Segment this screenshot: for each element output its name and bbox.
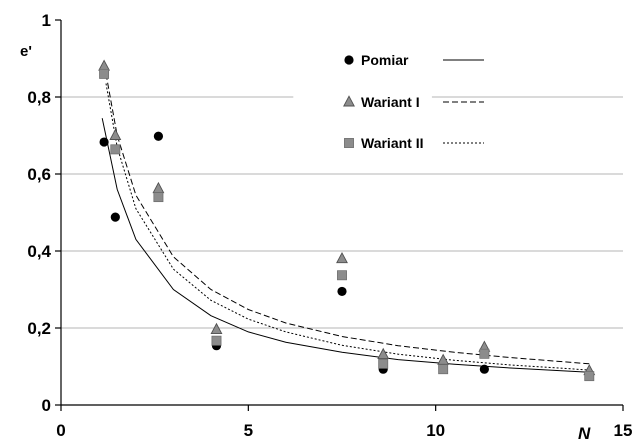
- data-point-wariant-ii: [479, 348, 490, 359]
- axes: [60, 20, 623, 406]
- x-tick-label: 10: [426, 421, 445, 440]
- data-point-wariant-ii: [584, 371, 595, 382]
- y-tick-label: 0,4: [27, 242, 51, 261]
- legend-marker-wariant-ii: [344, 138, 354, 148]
- y-tick-label: 0: [42, 396, 51, 415]
- data-point-wariant-i: [109, 128, 122, 140]
- gridlines: [61, 96, 623, 329]
- x-tick-label: 5: [244, 421, 253, 440]
- fit-curve-pomiar: [101, 118, 590, 373]
- y-axis-label: e': [20, 43, 32, 60]
- legend-marker-pomiar: [344, 55, 354, 65]
- data-point-wariant-i: [336, 251, 348, 264]
- data-markers: [98, 59, 596, 382]
- data-point-pomiar: [153, 131, 164, 141]
- data-point-wariant-ii: [337, 270, 347, 281]
- fit-curves: [101, 73, 590, 373]
- data-point-wariant-ii: [438, 364, 449, 375]
- data-point-pomiar: [99, 137, 109, 147]
- y-tick-label: 1: [42, 11, 51, 30]
- fit-curve-wariant-i: [105, 73, 590, 365]
- fit-curve-wariant-ii: [105, 83, 590, 371]
- legend-label-wariant-ii: Wariant II: [361, 135, 424, 151]
- x-axis-label: N: [578, 424, 591, 441]
- x-tick-label: 15: [614, 421, 633, 440]
- legend-label-pomiar: Pomiar: [361, 52, 409, 68]
- data-point-wariant-ii: [378, 358, 389, 369]
- x-tick-label: 0: [56, 421, 65, 440]
- y-tick-label: 0,2: [27, 319, 51, 338]
- data-point-wariant-i: [152, 181, 165, 194]
- data-point-pomiar: [337, 286, 347, 297]
- data-point-pomiar: [479, 364, 489, 374]
- data-point-wariant-ii: [153, 192, 164, 203]
- data-point-wariant-ii: [110, 144, 121, 155]
- data-point-wariant-i: [377, 347, 390, 360]
- data-point-pomiar: [110, 212, 120, 222]
- data-point-wariant-i: [210, 322, 223, 334]
- ticks: 00,20,40,60,810 5 10 15: [27, 11, 632, 440]
- legend: Pomiar Wariant I Wariant II: [343, 52, 484, 151]
- legend-label-wariant-i: Wariant I: [361, 94, 420, 110]
- y-tick-label: 0,8: [27, 88, 51, 107]
- data-point-wariant-ii: [99, 68, 110, 79]
- legend-marker-wariant-i: [343, 95, 355, 107]
- data-point-wariant-ii: [211, 335, 222, 346]
- y-tick-label: 0,6: [27, 165, 51, 184]
- data-point-wariant-i: [98, 59, 111, 71]
